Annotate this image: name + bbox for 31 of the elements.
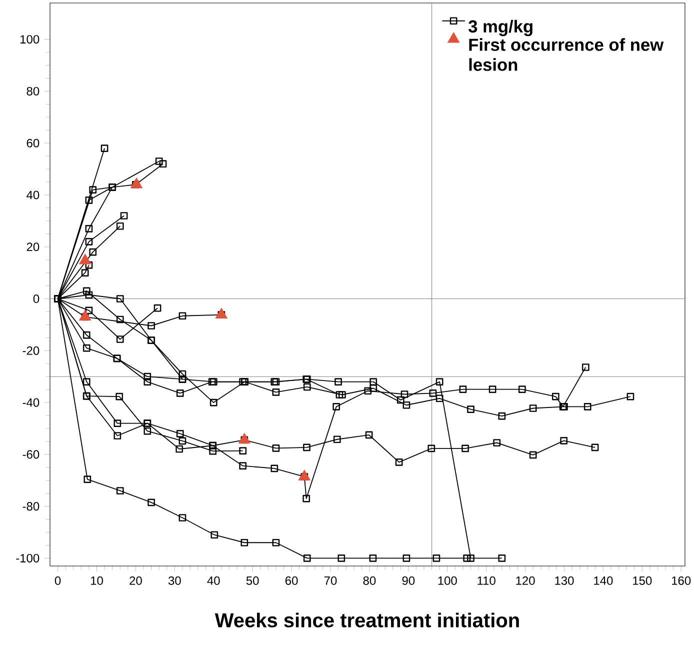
- x-tick-label: 70: [324, 576, 337, 585]
- x-axis-title: Weeks since treatment initiation: [214, 612, 519, 628]
- x-tick-label: 150: [633, 576, 652, 585]
- y-tick-label: -60: [22, 450, 40, 459]
- y-tick-label: -40: [22, 398, 40, 407]
- x-tick-label: 30: [168, 576, 181, 585]
- legend-label: 3 mg/kg: [468, 20, 532, 36]
- x-tick-label: 0: [54, 576, 61, 585]
- x-tick-label: 10: [91, 576, 103, 585]
- y-tick-label: -20: [22, 346, 40, 355]
- y-tick-label: 0: [33, 294, 40, 304]
- x-tick-label: 120: [516, 576, 535, 585]
- x-tick-label: 60: [285, 576, 298, 585]
- x-tick-label: 40: [207, 576, 220, 585]
- y-tick-label: 100: [20, 35, 40, 44]
- x-tick-label: 160: [672, 576, 691, 585]
- legend-label: First occurrence of new lesion: [469, 38, 664, 71]
- y-tick-label: 40: [26, 190, 40, 200]
- y-tick-label: 60: [26, 138, 40, 148]
- y-tick-label: -100: [16, 554, 40, 562]
- x-tick-label: 90: [402, 576, 415, 585]
- x-tick-label: 100: [438, 576, 457, 585]
- y-tick-label: -80: [22, 502, 40, 511]
- x-tick-label: 20: [130, 576, 142, 585]
- y-tick-label: 80: [26, 86, 40, 96]
- x-tick-label: 110: [478, 576, 496, 585]
- y-tick-label: 20: [26, 242, 40, 252]
- x-tick-label: 80: [363, 576, 376, 585]
- x-tick-label: 140: [594, 576, 613, 585]
- x-tick-label: 130: [555, 576, 574, 585]
- x-tick-label: 50: [246, 576, 259, 585]
